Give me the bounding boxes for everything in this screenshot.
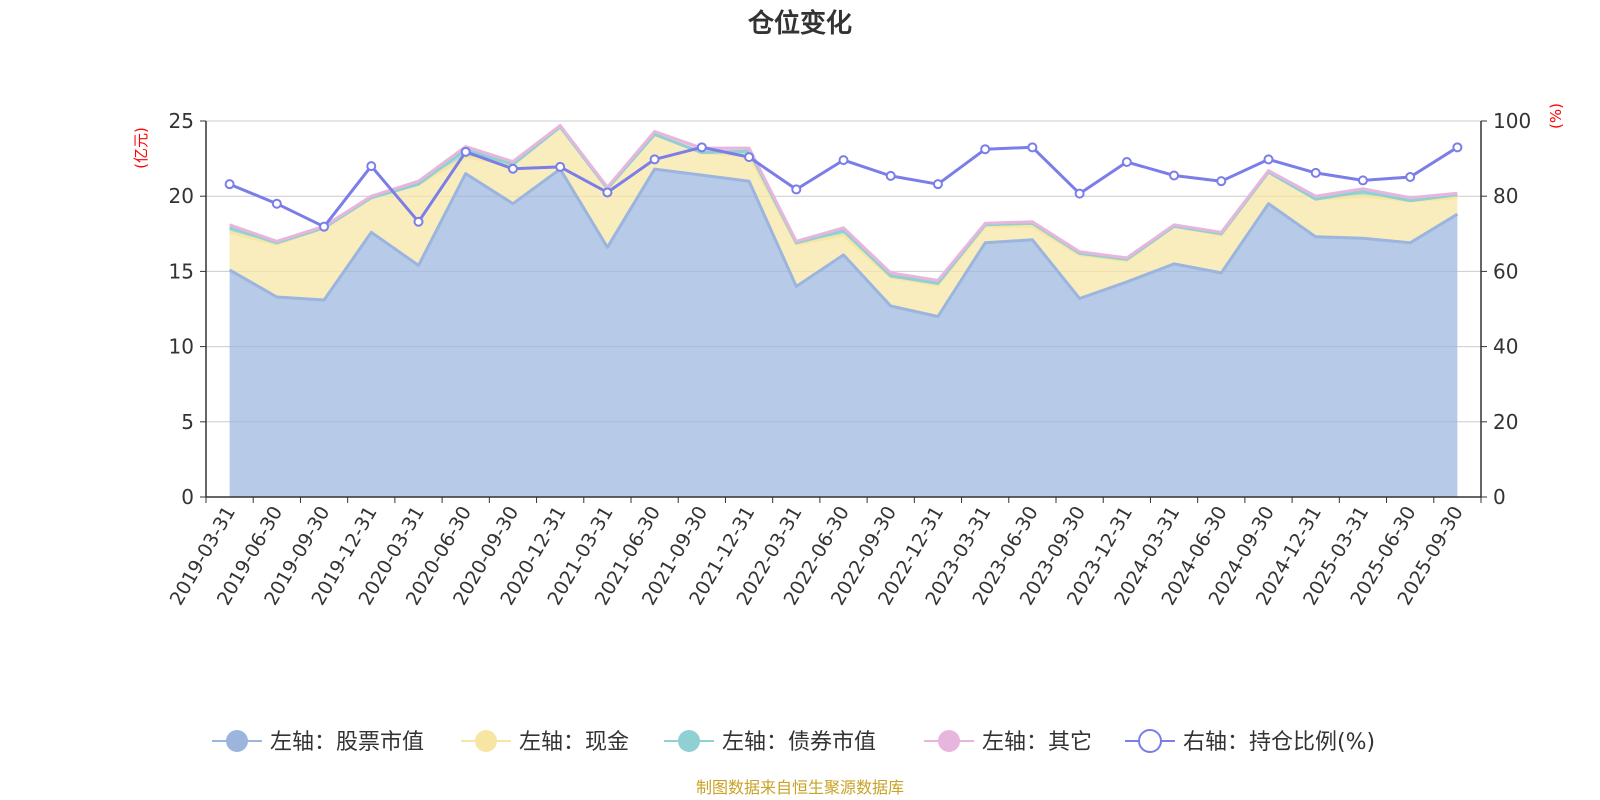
data-point (885, 170, 896, 181)
data-point (1027, 142, 1038, 153)
data-point (413, 216, 424, 227)
right-axis-unit: (%) (1547, 103, 1565, 129)
area-series (228, 124, 1459, 497)
data-point (649, 154, 660, 165)
data-point (1121, 156, 1132, 167)
data-point (980, 144, 991, 155)
chart-title: 仓位变化 (747, 8, 852, 39)
line-series (224, 142, 1463, 232)
data-point (932, 179, 943, 190)
left-tick-label: 25 (169, 109, 194, 133)
data-point (1452, 142, 1463, 153)
area-左轴：股票市值 (229, 169, 1458, 497)
legend-marker (226, 730, 248, 752)
data-point (838, 155, 849, 166)
data-point (1405, 172, 1416, 183)
data-point (1263, 154, 1274, 165)
data-point (1216, 176, 1227, 187)
right-tick-label: 40 (1493, 335, 1518, 359)
source-note: 制图数据来自恒生聚源数据库 (696, 778, 904, 797)
data-point (271, 198, 282, 209)
data-point (1310, 167, 1321, 178)
right-tick-label: 20 (1493, 410, 1518, 434)
legend-label: 左轴：债券市值 (722, 730, 876, 755)
data-point (791, 184, 802, 195)
data-point (696, 142, 707, 153)
right-tick-label: 100 (1493, 109, 1531, 133)
left-tick-label: 0 (181, 485, 194, 509)
left-axis-unit: (亿元) (132, 127, 150, 169)
legend-label: 左轴：股票市值 (270, 730, 424, 755)
right-tick-label: 80 (1493, 184, 1518, 208)
area-edge-左轴：股票市值 (228, 167, 1459, 318)
data-point (744, 152, 755, 163)
right-tick-label: 60 (1493, 259, 1518, 283)
left-tick-label: 5 (181, 410, 194, 434)
legend-label: 左轴：其它 (982, 730, 1092, 755)
data-point (366, 161, 377, 172)
legend-marker (475, 730, 497, 752)
area-左轴：现金 (229, 127, 1458, 317)
legend-label: 左轴：现金 (519, 730, 629, 755)
legend-marker (1138, 729, 1162, 753)
legend: 左轴：股票市值 左轴：现金 左轴：债券市值 左轴：其它 右轴：持仓比例(%) (212, 729, 1375, 755)
data-point (555, 161, 566, 172)
data-point (1074, 188, 1085, 199)
data-point (1357, 175, 1368, 186)
legend-marker (678, 730, 700, 752)
legend-label: 右轴：持仓比例(%) (1183, 730, 1375, 755)
data-point (1169, 170, 1180, 181)
left-tick-label: 20 (169, 184, 194, 208)
left-tick-label: 10 (169, 335, 194, 359)
data-point (319, 221, 330, 232)
area-edge-左轴：其它 (229, 124, 1458, 282)
legend-marker (938, 730, 960, 752)
data-point (602, 187, 613, 198)
left-tick-label: 15 (169, 259, 194, 283)
data-point (224, 179, 235, 190)
data-point (460, 146, 471, 157)
right-tick-label: 0 (1493, 485, 1506, 509)
data-point (507, 163, 518, 174)
